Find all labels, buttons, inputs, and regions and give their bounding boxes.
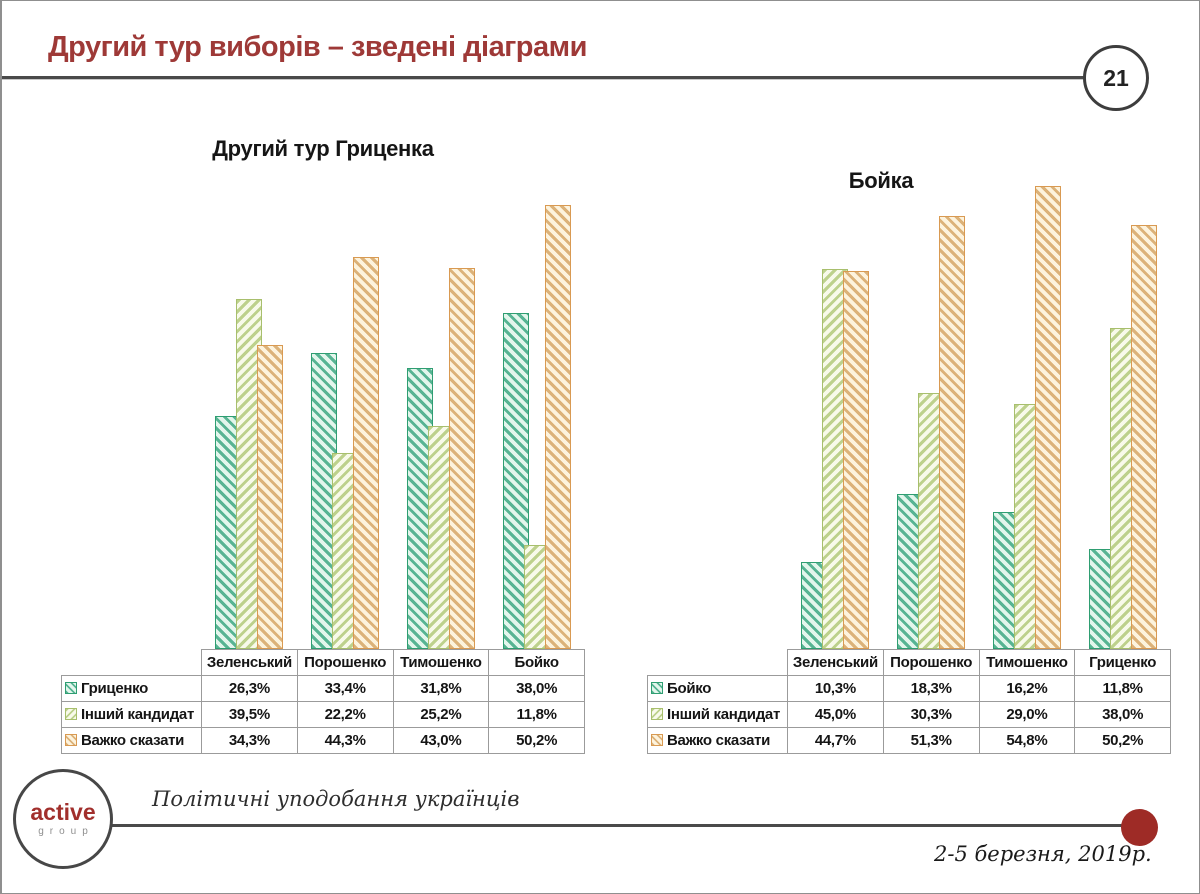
value-cell-s3-c4: 50,2% bbox=[488, 727, 585, 754]
bar-series3-cat3 bbox=[449, 268, 475, 649]
bar-group-3 bbox=[393, 166, 489, 649]
lightgreen-hatch-swatch-icon bbox=[65, 708, 77, 720]
orange-hatch-swatch-icon bbox=[651, 734, 663, 746]
table-row: Гриценко 26,3% 33,4% 31,8% 38,0% bbox=[61, 675, 585, 702]
bar-series3-cat2 bbox=[353, 256, 379, 649]
footer-dot-icon bbox=[1121, 809, 1158, 846]
bar-group-2 bbox=[297, 166, 393, 649]
footer-slogan: Політичні уподобання українців bbox=[152, 787, 520, 811]
value-cell-s3-c3: 54,8% bbox=[978, 727, 1076, 754]
bar-group-2 bbox=[883, 166, 979, 649]
logo-text-group: group bbox=[38, 826, 94, 837]
category-header-3: Тимошенко bbox=[392, 649, 490, 676]
legend-cell-series2: Інший кандидат bbox=[61, 701, 202, 728]
header-rule bbox=[2, 76, 1085, 80]
value-cell-s2-c4: 38,0% bbox=[1074, 701, 1171, 728]
page-number-badge: 21 bbox=[1083, 45, 1149, 111]
bar-series3-cat4 bbox=[545, 204, 571, 649]
chart-title: Другий тур Гриценка bbox=[212, 136, 434, 161]
value-cell-s3-c2: 44,3% bbox=[296, 727, 394, 754]
page-title: Другий тур виборів – зведені діаграми bbox=[48, 31, 587, 63]
footer-date: 2-5 березня, 2019р. bbox=[934, 842, 1152, 866]
bar-series3-cat1 bbox=[257, 345, 283, 649]
table-row: Інший кандидат 45,0% 30,3% 29,0% 38,0% bbox=[647, 701, 1171, 728]
series-label: Інший кандидат bbox=[81, 706, 195, 723]
value-cell-s1-c2: 33,4% bbox=[296, 675, 394, 702]
logo-text-active: active bbox=[30, 799, 96, 825]
bar-group-1 bbox=[787, 166, 883, 649]
bar-groups bbox=[201, 166, 585, 649]
value-cell-s3-c2: 51,3% bbox=[882, 727, 980, 754]
legend-header-blank bbox=[62, 650, 202, 676]
bar-group-4 bbox=[1075, 166, 1171, 649]
category-header-2: Порошенко bbox=[296, 649, 394, 676]
footer-rule bbox=[107, 824, 1138, 827]
value-cell-s2-c2: 22,2% bbox=[296, 701, 394, 728]
table-row: Важко сказати 34,3% 44,3% 43,0% 50,2% bbox=[61, 727, 585, 754]
legend-cell-series3: Важко сказати bbox=[647, 727, 788, 754]
bar-series3-cat4 bbox=[1131, 224, 1157, 649]
value-cell-s1-c1: 10,3% bbox=[787, 675, 884, 702]
value-cell-s2-c3: 29,0% bbox=[978, 701, 1076, 728]
series-label: Бойко bbox=[667, 680, 712, 697]
bar-series3-cat2 bbox=[939, 215, 965, 649]
data-table: Зеленський Порошенко Тимошенко Гриценко Бойк… bbox=[647, 649, 1171, 754]
series-label: Інший кандидат bbox=[667, 706, 781, 723]
value-cell-s3-c4: 50,2% bbox=[1074, 727, 1171, 754]
bar-groups bbox=[787, 166, 1171, 649]
series-label: Важко сказати bbox=[81, 732, 185, 749]
value-cell-s2-c1: 45,0% bbox=[787, 701, 884, 728]
bar-group-1 bbox=[201, 166, 297, 649]
value-cell-s1-c4: 11,8% bbox=[1074, 675, 1171, 702]
category-header-1: Зеленський bbox=[201, 649, 298, 676]
table-row: Інший кандидат 39,5% 22,2% 25,2% 11,8% bbox=[61, 701, 585, 728]
value-cell-s2-c4: 11,8% bbox=[488, 701, 585, 728]
value-cell-s1-c4: 38,0% bbox=[488, 675, 585, 702]
plot-area bbox=[61, 166, 585, 649]
category-header-3: Тимошенко bbox=[978, 649, 1076, 676]
legend-cell-series1: Бойко bbox=[647, 675, 788, 702]
green-hatch-swatch-icon bbox=[65, 682, 77, 694]
category-header-4: Гриценко bbox=[1074, 649, 1171, 676]
value-cell-s2-c3: 25,2% bbox=[392, 701, 490, 728]
legend-cell-series3: Важко сказати bbox=[61, 727, 202, 754]
plot-area bbox=[647, 166, 1171, 649]
legend-cell-series1: Гриценко bbox=[61, 675, 202, 702]
bar-group-4 bbox=[489, 166, 585, 649]
series-label: Гриценко bbox=[81, 680, 149, 697]
bar-group-3 bbox=[979, 166, 1075, 649]
lightgreen-hatch-swatch-icon bbox=[651, 708, 663, 720]
category-header-1: Зеленський bbox=[787, 649, 884, 676]
green-hatch-swatch-icon bbox=[651, 682, 663, 694]
chart-title: Бойка bbox=[848, 168, 914, 193]
value-cell-s1-c2: 18,3% bbox=[882, 675, 980, 702]
legend-cell-series2: Інший кандидат bbox=[647, 701, 788, 728]
category-header-2: Порошенко bbox=[882, 649, 980, 676]
orange-hatch-swatch-icon bbox=[65, 734, 77, 746]
series-label: Важко сказати bbox=[667, 732, 771, 749]
category-header-4: Бойко bbox=[488, 649, 585, 676]
value-cell-s3-c1: 34,3% bbox=[201, 727, 298, 754]
table-row: Важко сказати 44,7% 51,3% 54,8% 50,2% bbox=[647, 727, 1171, 754]
data-table: Зеленський Порошенко Тимошенко Бойко Гриценк… bbox=[61, 649, 585, 754]
value-cell-s2-c1: 39,5% bbox=[201, 701, 298, 728]
bar-series3-cat1 bbox=[843, 271, 869, 649]
legend-header-blank bbox=[648, 650, 788, 676]
value-cell-s2-c2: 30,3% bbox=[882, 701, 980, 728]
active-group-logo: active group bbox=[13, 769, 113, 869]
bar-series3-cat3 bbox=[1035, 185, 1061, 649]
table-row: Бойко 10,3% 18,3% 16,2% 11,8% bbox=[647, 675, 1171, 702]
value-cell-s1-c1: 26,3% bbox=[201, 675, 298, 702]
value-cell-s3-c3: 43,0% bbox=[392, 727, 490, 754]
value-cell-s1-c3: 31,8% bbox=[392, 675, 490, 702]
value-cell-s3-c1: 44,7% bbox=[787, 727, 884, 754]
value-cell-s1-c3: 16,2% bbox=[978, 675, 1076, 702]
page-number: 21 bbox=[1103, 64, 1129, 91]
